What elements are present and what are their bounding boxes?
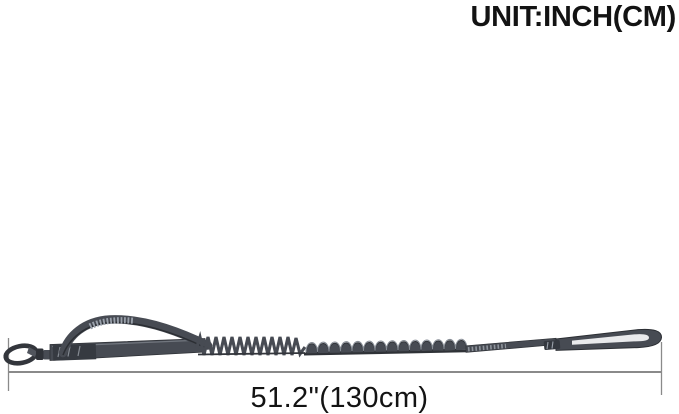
webbing-texture	[467, 343, 507, 352]
traffic-handle-edge	[62, 321, 208, 356]
bungee-coil	[305, 340, 468, 354]
bungee-coil-highlight	[305, 338, 468, 353]
handle-stitch-mark	[546, 341, 549, 350]
handle-loop-slit	[572, 334, 649, 345]
bungee-zigzag-base	[197, 352, 306, 356]
snap-hook-icon	[3, 343, 52, 366]
bungee-zigzag	[194, 330, 307, 358]
dimension-annotation	[7, 338, 663, 395]
handle-loop	[543, 328, 663, 351]
bungee-coil-base	[303, 349, 468, 356]
unit-label: UNIT:INCH(CM)	[470, 1, 676, 33]
handle-stitch-mark	[551, 341, 554, 349]
dimension-label: 51.2"(130cm)	[250, 382, 429, 414]
leash	[3, 315, 663, 366]
